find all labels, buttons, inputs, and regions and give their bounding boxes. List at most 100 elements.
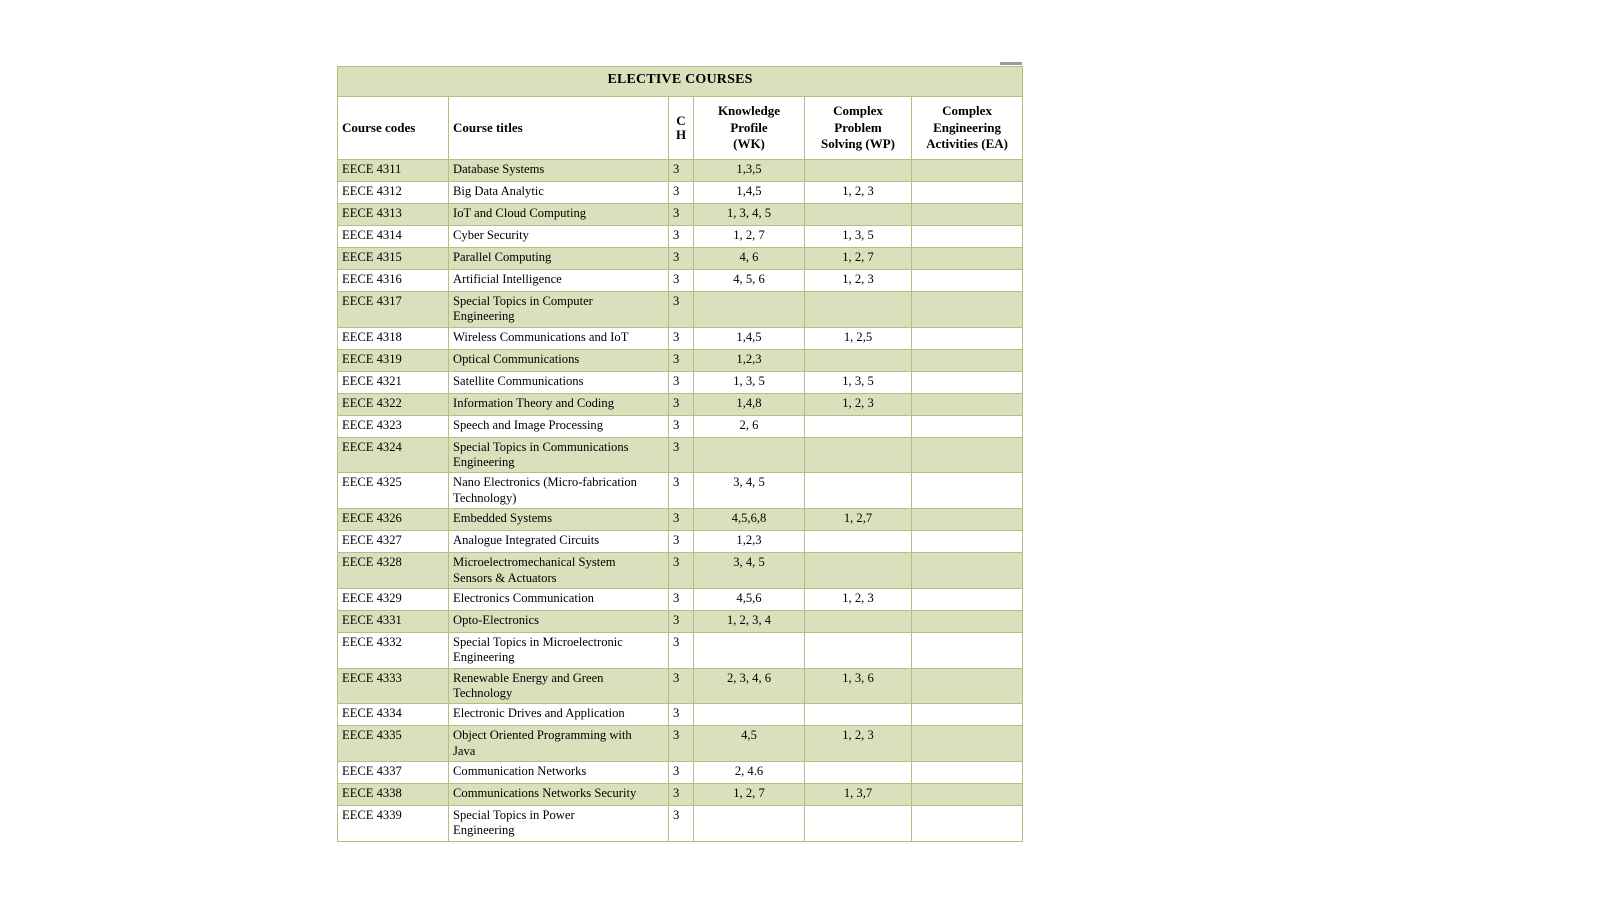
cell-course-code: EECE 4324 xyxy=(337,436,449,474)
cell-credit-hours: 3 xyxy=(668,552,694,589)
complex-problem-solving-line-2: Problem xyxy=(834,119,882,135)
cell-credit-hours: 3 xyxy=(668,181,694,204)
knowledge-profile-line-3: (WK) xyxy=(733,136,765,152)
cell-course-title: Special Topics in Computer Engineering xyxy=(448,291,669,328)
cell-credit-hours: 3 xyxy=(668,761,694,785)
cell-course-title: Wireless Communications and IoT xyxy=(448,326,669,350)
cell-complex-engineering-activities xyxy=(910,370,1024,394)
cell-complex-problem-solving: 1, 2,5 xyxy=(804,326,912,350)
cell-course-title: Artificial Intelligence xyxy=(448,269,669,292)
cell-credit-hours: 3 xyxy=(668,291,694,328)
course-title-line-1: Embedded Systems xyxy=(453,511,552,526)
cell-complex-engineering-activities xyxy=(910,609,1024,633)
cell-complex-problem-solving xyxy=(804,291,912,328)
course-title-line-1: Analogue Integrated Circuits xyxy=(453,533,600,548)
cell-complex-engineering-activities xyxy=(910,247,1024,270)
table-row: EECE 4313 IoT and Cloud Computing 3 1, 3, 4… xyxy=(337,203,1024,226)
cell-course-code: EECE 4323 xyxy=(337,414,449,438)
cell-complex-engineering-activities xyxy=(910,508,1024,532)
table-body: ELECTIVE COURSES Course codes Course tit… xyxy=(336,66,1024,842)
course-title-line-1: Optical Communications xyxy=(453,351,580,366)
cell-course-code: EECE 4313 xyxy=(337,203,449,226)
course-title-line-1: Artificial Intelligence xyxy=(453,272,562,286)
cell-complex-engineering-activities xyxy=(910,326,1024,350)
table-row: EECE 4334 Electronic Drives and Applicati… xyxy=(337,703,1024,727)
cell-complex-engineering-activities xyxy=(910,392,1024,416)
cell-knowledge-profile: 4, 5, 6 xyxy=(693,269,805,292)
cell-course-code: EECE 4314 xyxy=(337,225,449,248)
course-title-line-2: Sensors & Actuators xyxy=(453,570,557,585)
course-title-line-1: Nano Electronics (Micro-fabrication xyxy=(453,475,637,490)
table-row: EECE 4317 Special Topics in Computer Engin… xyxy=(337,291,1024,328)
cell-knowledge-profile xyxy=(693,805,805,842)
cell-credit-hours: 3 xyxy=(668,783,694,807)
cell-credit-hours: 3 xyxy=(668,414,694,438)
complex-engineering-activities-line-3: Activities (EA) xyxy=(926,136,1009,152)
cell-course-code: EECE 4337 xyxy=(337,761,449,785)
course-title-line-2: Engineering xyxy=(453,823,515,838)
complex-problem-solving-line-3: Solving (WP) xyxy=(820,136,896,152)
cell-credit-hours: 3 xyxy=(668,370,694,394)
table-row: EECE 4327 Analogue Integrated Circuits 3 1,… xyxy=(337,530,1024,554)
course-title-line-2: Engineering xyxy=(453,309,515,324)
table-row: EECE 4318 Wireless Communications and IoT… xyxy=(337,326,1024,350)
cell-course-title: Database Systems xyxy=(448,159,669,182)
table-row: EECE 4314 Cyber Security 3 1, 2, 7 1, 3, 5 xyxy=(337,225,1024,248)
table-row: EECE 4326 Embedded Systems 3 4,5,6,8 1, 2,7 xyxy=(337,508,1024,532)
course-title-line-1: Opto-Electronics xyxy=(453,612,540,627)
cell-credit-hours: 3 xyxy=(668,348,694,372)
cell-complex-engineering-activities xyxy=(910,587,1024,611)
course-title-line-1: Special Topics in Power xyxy=(453,808,575,823)
table-row: EECE 4328 Microelectromechanical System Se… xyxy=(337,552,1024,589)
course-title-line-1: Cyber Security xyxy=(453,228,529,242)
cell-course-title: IoT and Cloud Computing xyxy=(448,203,669,226)
course-title-line-1: Electronics Communication xyxy=(453,590,594,605)
cell-complex-engineering-activities xyxy=(910,291,1024,328)
cell-knowledge-profile: 3, 4, 5 xyxy=(693,472,805,510)
cell-knowledge-profile: 1,4,5 xyxy=(693,326,805,350)
cell-knowledge-profile: 1,2,3 xyxy=(693,348,805,372)
cell-complex-problem-solving: 1, 2,7 xyxy=(804,508,912,532)
cell-knowledge-profile: 1,4,8 xyxy=(693,392,805,416)
table-row: EECE 4319 Optical Communications 3 1,2,3 xyxy=(337,348,1024,372)
cell-course-code: EECE 4332 xyxy=(337,631,449,669)
cell-knowledge-profile: 4, 6 xyxy=(693,247,805,270)
cell-course-title: Object Oriented Programming with Java xyxy=(448,725,669,763)
cell-course-code: EECE 4335 xyxy=(337,725,449,763)
table-row: EECE 4338 Communications Networks Securit… xyxy=(337,783,1024,807)
cell-course-title: Special Topics in Communications Engineer… xyxy=(448,436,669,474)
table-row: EECE 4331 Opto-Electronics 3 1, 2, 3, 4 xyxy=(337,609,1024,633)
cell-complex-problem-solving: 1, 2, 3 xyxy=(804,587,912,611)
complex-engineering-activities-line-1: Complex xyxy=(942,102,992,118)
cell-knowledge-profile: 2, 4.6 xyxy=(693,761,805,785)
elective-courses-table: ELECTIVE COURSES Course codes Course tit… xyxy=(336,66,1024,842)
cell-course-title: Optical Communications xyxy=(448,348,669,372)
cell-course-title: Renewable Energy and Green Technology xyxy=(448,667,669,705)
complex-problem-solving-line-1: Complex xyxy=(833,102,883,118)
course-title-line-2: Technology) xyxy=(453,490,517,505)
cell-course-code: EECE 4311 xyxy=(337,159,449,182)
table-banner-title: ELECTIVE COURSES xyxy=(336,66,1024,97)
cell-course-code: EECE 4327 xyxy=(337,530,449,554)
cell-complex-problem-solving: 1, 2, 3 xyxy=(804,269,912,292)
knowledge-profile-line-1: Knowledge xyxy=(717,102,781,118)
course-title-line-1: Communication Networks xyxy=(453,764,587,779)
cell-credit-hours: 3 xyxy=(668,609,694,633)
complex-engineering-activities-line-2: Engineering xyxy=(933,119,1001,135)
cell-knowledge-profile: 1, 2, 3, 4 xyxy=(693,609,805,633)
cell-course-code: EECE 4329 xyxy=(337,587,449,611)
cell-credit-hours: 3 xyxy=(668,326,694,350)
cell-credit-hours: 3 xyxy=(668,225,694,248)
table-row: EECE 4322 Information Theory and Coding 3 1… xyxy=(337,392,1024,416)
cell-credit-hours: 3 xyxy=(668,587,694,611)
column-header-knowledge-profile: Knowledge Profile (WK) xyxy=(693,96,805,160)
cell-complex-engineering-activities xyxy=(910,269,1024,292)
cell-credit-hours: 3 xyxy=(668,203,694,226)
cell-course-code: EECE 4312 xyxy=(337,181,449,204)
cell-credit-hours: 3 xyxy=(668,667,694,705)
course-title-line-1: Special Topics in Communications xyxy=(453,439,629,454)
course-title-line-1: Special Topics in Computer xyxy=(453,294,593,308)
cell-complex-engineering-activities xyxy=(910,530,1024,554)
cell-knowledge-profile xyxy=(693,703,805,727)
cell-complex-engineering-activities xyxy=(910,414,1024,438)
